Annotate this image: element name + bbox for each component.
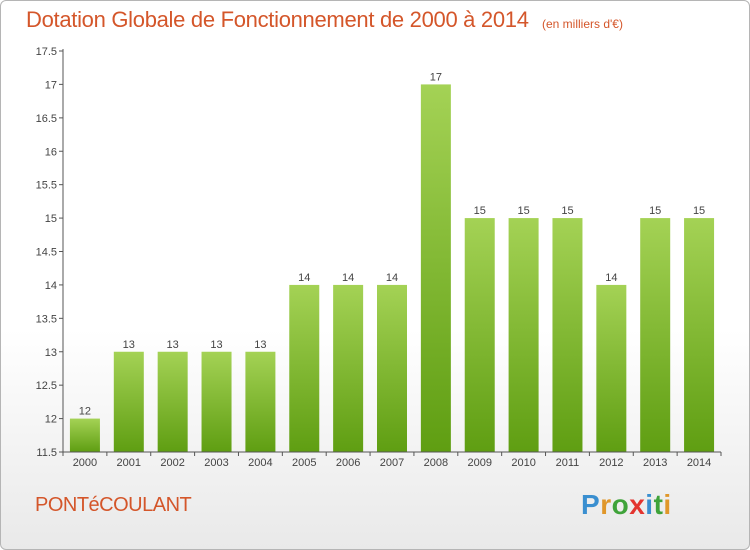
y-tick-label: 12	[45, 414, 57, 426]
y-tick-label: 15.5	[36, 180, 57, 192]
bar-2012	[596, 284, 627, 452]
x-tick-label-2000: 2000	[73, 457, 97, 469]
x-tick-label-2006: 2006	[336, 457, 360, 469]
y-tick-label: 11.5	[36, 447, 57, 459]
data-label-2001: 13	[123, 339, 135, 351]
bar-2001	[113, 351, 144, 452]
data-label-2006: 14	[342, 272, 354, 284]
x-tick-label-2012: 2012	[599, 457, 623, 469]
data-label-2010: 15	[517, 205, 529, 217]
x-tick-label-2002: 2002	[160, 457, 184, 469]
bar-2002	[157, 351, 188, 452]
logo-letter: i	[663, 489, 672, 520]
y-tick-label: 14	[45, 280, 57, 292]
x-tick-label-2005: 2005	[292, 457, 316, 469]
logo-letter: i	[645, 489, 654, 520]
chart-title: Dotation Globale de Fonctionnement de 20…	[26, 7, 529, 32]
x-tick-label-2007: 2007	[380, 457, 404, 469]
y-tick-label: 16.5	[36, 113, 57, 125]
data-label-2002: 13	[167, 339, 179, 351]
bar-2007	[377, 284, 407, 452]
y-tick-label: 17	[45, 79, 57, 91]
data-label-2008: 17	[430, 71, 442, 83]
logo-letter: o	[611, 489, 630, 520]
chart-unit-note: (en milliers d'€)	[542, 17, 623, 31]
y-tick-label: 17.5	[36, 46, 57, 58]
x-tick-label-2003: 2003	[204, 457, 228, 469]
x-tick-label-2014: 2014	[687, 457, 711, 469]
bar-2003	[201, 351, 232, 452]
bar-2004	[245, 351, 276, 452]
data-label-2012: 14	[605, 272, 617, 284]
bars-group: 12 13 13 13 13 14 14 14 17 15 15 15 14 15 15	[69, 71, 715, 453]
data-label-2014: 15	[693, 205, 705, 217]
logo-letter: r	[600, 489, 612, 520]
x-tick-label-2001: 2001	[117, 457, 141, 469]
proxiti-logo: Proxiti	[581, 489, 672, 521]
logo-letter: x	[629, 489, 646, 520]
x-tick-label-2009: 2009	[467, 457, 491, 469]
bar-2005	[289, 284, 320, 452]
y-tick-label: 12.5	[36, 380, 57, 392]
logo-letter: P	[581, 489, 601, 520]
data-label-2007: 14	[386, 272, 398, 284]
data-label-2011: 15	[561, 205, 573, 217]
data-label-2003: 13	[210, 339, 222, 351]
bar-2010	[508, 218, 539, 452]
data-label-2013: 15	[649, 205, 661, 217]
bar-2006	[333, 284, 364, 452]
x-axis-ticks: 2000 2001 2002 2003 2004 2005 2006 2007 2008 2009…	[62, 452, 722, 469]
y-tick-label: 14.5	[36, 247, 57, 259]
x-tick-label-2004: 2004	[248, 457, 272, 469]
x-tick-label-2013: 2013	[643, 457, 667, 469]
data-label-2000: 12	[79, 406, 91, 418]
y-axis-ticks: 11.5 12 12.5 13 13.5 14 14.5 15 15.5 16 16.5 17 17.5	[36, 46, 63, 459]
bar-2000	[69, 418, 100, 452]
bar-2009	[464, 218, 495, 452]
x-tick-label-2011: 2011	[556, 457, 580, 469]
data-label-2004: 13	[254, 339, 266, 351]
data-label-2005: 14	[298, 272, 310, 284]
x-tick-label-2008: 2008	[424, 457, 448, 469]
bar-2014	[684, 218, 715, 452]
bar-2011	[552, 218, 583, 452]
y-tick-label: 16	[45, 146, 57, 158]
y-tick-label: 15	[45, 213, 57, 225]
y-tick-label: 13.5	[36, 313, 57, 325]
x-tick-label-2010: 2010	[511, 457, 535, 469]
bar-2008	[420, 84, 451, 453]
y-tick-label: 13	[45, 347, 57, 359]
commune-name: PONTéCOULANT	[35, 494, 192, 516]
data-label-2009: 15	[474, 205, 486, 217]
bar-2013	[640, 218, 671, 452]
logo-letter: t	[653, 489, 664, 520]
